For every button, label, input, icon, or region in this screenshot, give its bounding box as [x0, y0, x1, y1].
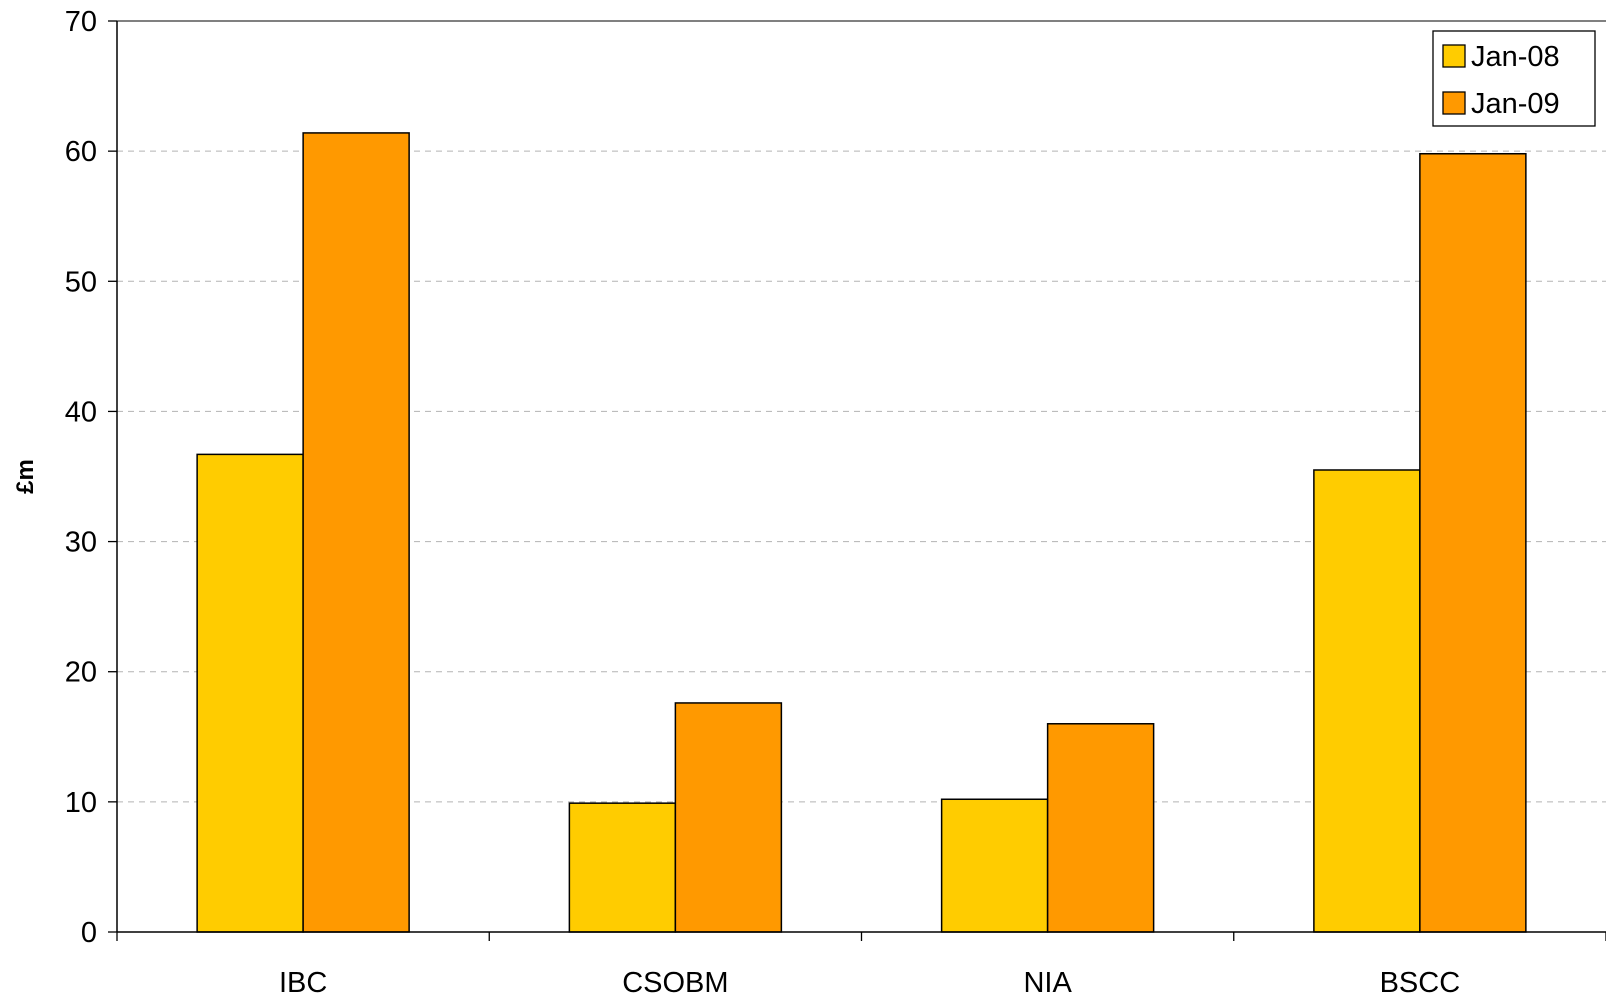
bar-jan-09-csobm — [674, 702, 783, 933]
legend-label-jan-08: Jan-08 — [1471, 41, 1560, 73]
y-tick-label-60: 60 — [65, 136, 97, 168]
x-tick-label-bscc: BSCC — [1380, 967, 1461, 999]
bar-jan-08-nia — [940, 798, 1049, 933]
y-tick-label-10: 10 — [65, 787, 97, 819]
bar-jan-08-ibc — [196, 453, 304, 933]
bars — [196, 132, 1527, 933]
legend: Jan-08 Jan-09 — [1432, 30, 1596, 127]
y-tick-label-0: 0 — [81, 917, 97, 949]
y-tick-label-40: 40 — [65, 396, 97, 428]
bar-jan-08-bscc — [1313, 469, 1421, 933]
x-tick-label-ibc: IBC — [279, 967, 327, 999]
x-tick-labels: IBC CSOBM NIA BSCC — [279, 967, 1460, 999]
legend-swatch-jan-09 — [1442, 91, 1466, 115]
y-axis-title: £m — [12, 459, 39, 494]
bar-jan-09-bscc — [1419, 152, 1527, 933]
bar-jan-09-nia — [1046, 723, 1155, 933]
y-tick-label-50: 50 — [65, 266, 97, 298]
bar-jan-09-ibc — [302, 132, 410, 933]
y-tick-label-70: 70 — [65, 6, 97, 38]
y-tick-label-30: 30 — [65, 527, 97, 559]
axes — [108, 20, 1606, 941]
bar-jan-08-csobm — [568, 802, 677, 933]
x-tick-label-nia: NIA — [1023, 967, 1072, 999]
legend-swatch-jan-08 — [1442, 44, 1466, 68]
legend-label-jan-09: Jan-09 — [1471, 88, 1560, 120]
x-tick-label-csobm: CSOBM — [622, 967, 728, 999]
y-tick-labels: 0 10 20 30 40 50 60 70 — [65, 6, 97, 949]
y-tick-label-20: 20 — [65, 657, 97, 689]
